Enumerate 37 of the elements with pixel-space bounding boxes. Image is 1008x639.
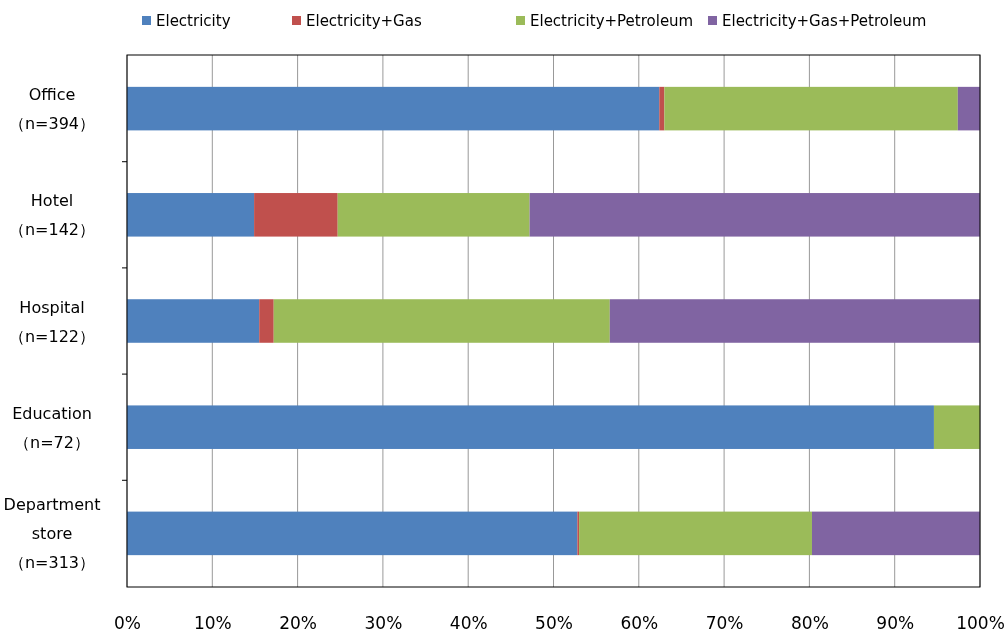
bar: [664, 86, 958, 131]
bar: [337, 193, 530, 237]
y-tick-label: Office （n=394）: [8, 85, 96, 134]
y-tick-label: Hotel （n=142）: [8, 191, 96, 240]
legend-label: Electricity: [156, 12, 231, 30]
x-tick-label: 50%: [535, 613, 573, 634]
x-tick-label: 30%: [364, 613, 403, 634]
x-tick-label: 60%: [620, 613, 659, 634]
bar: [609, 299, 980, 343]
legend-label: Electricity+Gas: [306, 12, 422, 30]
legend-label: Electricity+Gas+Petroleum: [722, 12, 927, 30]
x-tick-label: 0%: [114, 613, 141, 634]
bar: [127, 511, 578, 556]
bar: [659, 86, 665, 131]
legend-label: Electricity+Petroleum: [530, 12, 694, 30]
x-tick-label: 70%: [705, 613, 744, 634]
x-tick-label: 80%: [791, 613, 829, 634]
bar: [273, 299, 610, 343]
bar: [127, 299, 260, 343]
x-tick-label: 90%: [876, 613, 915, 634]
bar: [579, 511, 812, 556]
y-tick-label: Department store （n=313）: [3, 495, 101, 573]
y-tick-label: Education （n=72）: [12, 403, 92, 452]
x-tick-label: 100%: [956, 613, 1005, 634]
bar: [957, 86, 980, 131]
bar: [259, 299, 274, 343]
bar: [933, 405, 980, 449]
bar: [127, 193, 255, 237]
x-tick-label: 40%: [449, 613, 488, 634]
bar: [254, 193, 338, 237]
x-tick-label: 10%: [193, 613, 232, 634]
x-tick-label: 20%: [279, 613, 317, 634]
bar: [127, 405, 934, 449]
bar: [811, 511, 980, 556]
bar: [127, 86, 660, 131]
bar: [529, 193, 980, 237]
y-tick-label: Hospital （n=122）: [8, 297, 96, 346]
